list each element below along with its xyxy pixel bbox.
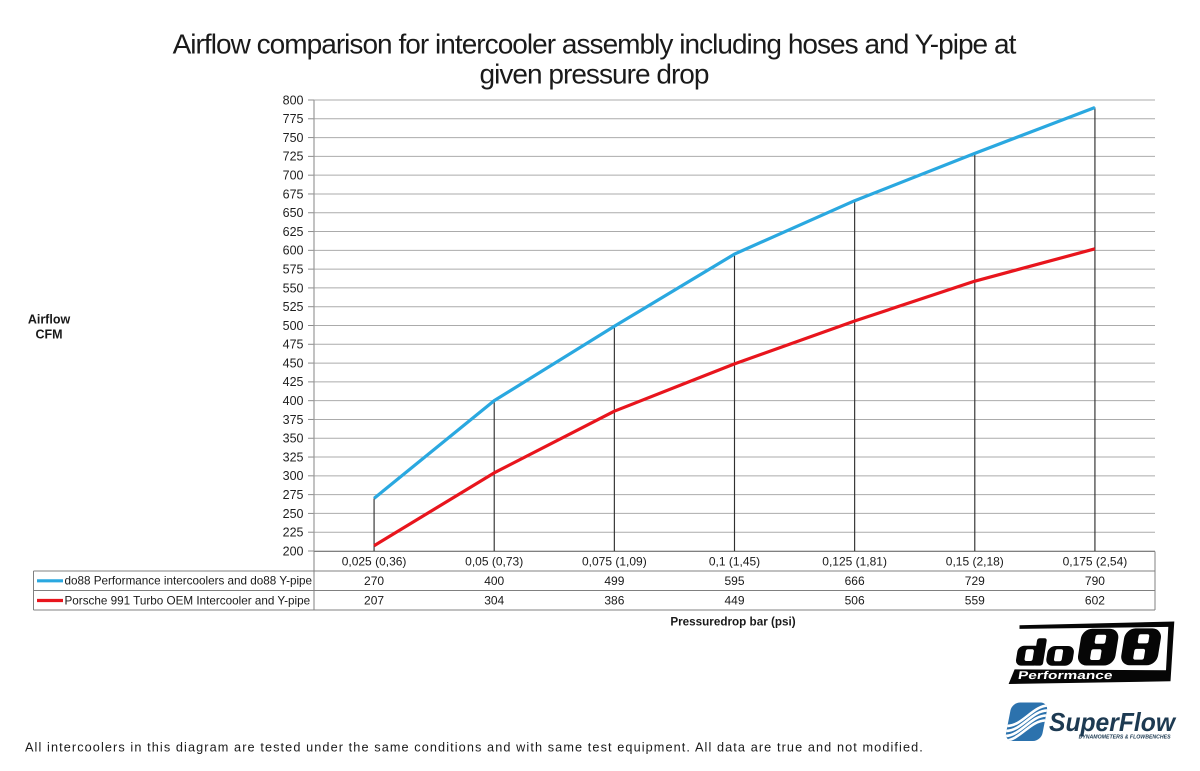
svg-text:499: 499: [604, 574, 624, 588]
svg-text:Pressuredrop bar (psi): Pressuredrop bar (psi): [670, 615, 795, 628]
svg-text:275: 275: [283, 488, 304, 502]
svg-text:550: 550: [283, 281, 304, 295]
svg-text:350: 350: [283, 432, 304, 446]
svg-text:500: 500: [283, 319, 304, 333]
svg-text:775: 775: [283, 112, 304, 126]
svg-text:250: 250: [283, 507, 304, 521]
svg-text:304: 304: [484, 594, 504, 608]
svg-text:0,1 (1,45): 0,1 (1,45): [709, 554, 760, 568]
svg-text:375: 375: [283, 413, 304, 427]
svg-text:449: 449: [724, 594, 744, 608]
svg-text:given pressure drop: given pressure drop: [479, 59, 708, 90]
svg-text:425: 425: [283, 375, 304, 389]
svg-text:CFM: CFM: [35, 328, 62, 342]
svg-text:625: 625: [283, 225, 304, 239]
svg-text:270: 270: [364, 574, 384, 588]
svg-text:0,125 (1,81): 0,125 (1,81): [822, 554, 887, 568]
svg-text:595: 595: [724, 574, 744, 588]
svg-text:0,075 (1,09): 0,075 (1,09): [582, 554, 647, 568]
svg-text:225: 225: [283, 526, 304, 540]
svg-text:Performance: Performance: [1017, 670, 1113, 682]
svg-text:450: 450: [283, 356, 304, 370]
svg-text:729: 729: [965, 574, 985, 588]
svg-text:666: 666: [845, 574, 865, 588]
svg-text:DYNAMOMETERS & FLOWBENCHES: DYNAMOMETERS & FLOWBENCHES: [1079, 735, 1172, 741]
svg-text:386: 386: [604, 594, 624, 608]
svg-text:SuperFlow: SuperFlow: [1049, 707, 1177, 737]
svg-text:600: 600: [283, 244, 304, 258]
svg-text:400: 400: [484, 574, 504, 588]
svg-text:200: 200: [283, 544, 304, 558]
svg-text:All intercoolers in this diagr: All intercoolers in this diagram are tes…: [25, 741, 924, 755]
svg-text:0,025 (0,36): 0,025 (0,36): [342, 554, 407, 568]
svg-text:400: 400: [283, 394, 304, 408]
svg-text:207: 207: [364, 594, 384, 608]
svg-text:559: 559: [965, 594, 985, 608]
svg-text:0,175 (2,54): 0,175 (2,54): [1063, 554, 1128, 568]
svg-text:do88 Performance intercoolers: do88 Performance intercoolers and do88 Y…: [65, 575, 313, 588]
svg-text:Airflow: Airflow: [28, 313, 71, 327]
svg-text:790: 790: [1085, 574, 1105, 588]
svg-text:602: 602: [1085, 594, 1105, 608]
svg-text:0,15 (2,18): 0,15 (2,18): [946, 554, 1004, 568]
svg-text:675: 675: [283, 187, 304, 201]
svg-text:475: 475: [283, 338, 304, 352]
svg-text:575: 575: [283, 262, 304, 276]
svg-text:300: 300: [283, 469, 304, 483]
svg-text:725: 725: [283, 150, 304, 164]
svg-text:650: 650: [283, 206, 304, 220]
svg-text:700: 700: [283, 169, 304, 183]
svg-text:0,05 (0,73): 0,05 (0,73): [465, 554, 523, 568]
svg-text:750: 750: [283, 131, 304, 145]
svg-text:506: 506: [845, 594, 865, 608]
svg-text:Airflow comparison for interco: Airflow comparison for intercooler assem…: [173, 29, 1017, 60]
svg-text:525: 525: [283, 300, 304, 314]
svg-text:800: 800: [283, 93, 304, 107]
svg-text:325: 325: [283, 450, 304, 464]
svg-text:Porsche 991 Turbo OEM Intercoo: Porsche 991 Turbo OEM Intercooler and Y-…: [65, 594, 311, 607]
